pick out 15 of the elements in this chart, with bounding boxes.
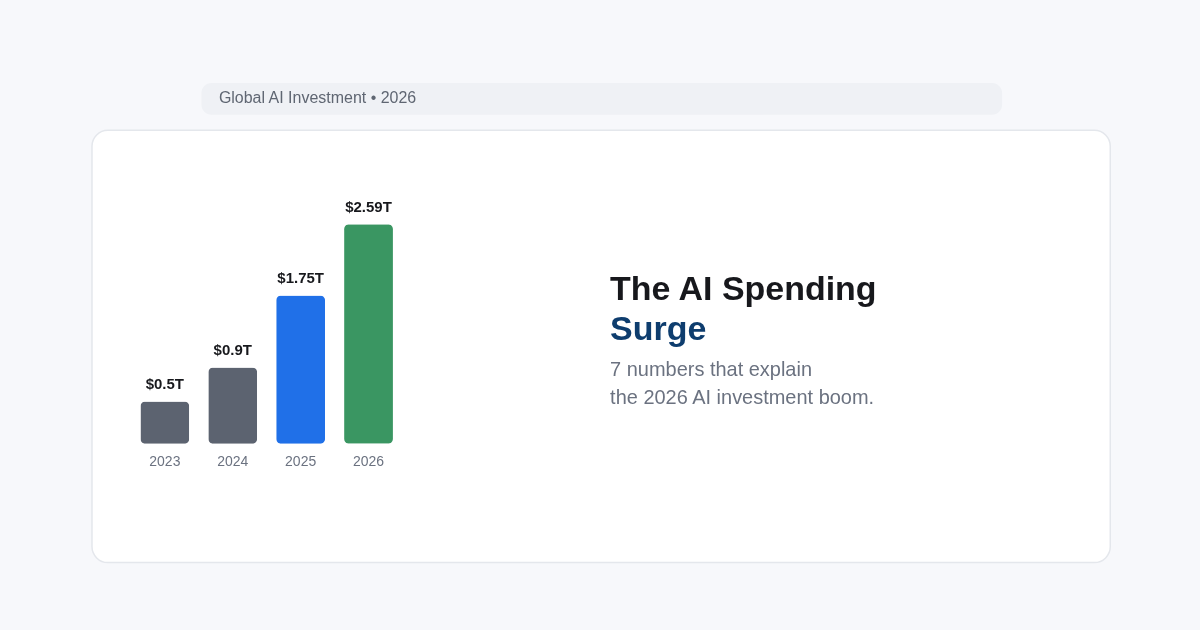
- data-label: $2.59T: [345, 198, 392, 216]
- x-tick-label: 2025: [285, 453, 317, 470]
- x-tick-label: 2024: [217, 453, 249, 470]
- data-label: $0.9T: [213, 341, 252, 359]
- bar: [344, 224, 393, 444]
- data-label: $1.75T: [277, 269, 324, 287]
- bar: [276, 295, 326, 444]
- text: 7 numbers that explain the 2026 AI investment boom.: [610, 357, 875, 408]
- data-label: $0.5T: [145, 375, 184, 393]
- x-tick-label: 2023: [149, 453, 181, 470]
- text: Global AI Investment • 2026: [218, 89, 417, 107]
- bar: [208, 367, 258, 444]
- text: The AI Spending Surge: [610, 269, 877, 347]
- x-tick-label: 2026: [352, 453, 385, 470]
- bar: [140, 401, 190, 444]
